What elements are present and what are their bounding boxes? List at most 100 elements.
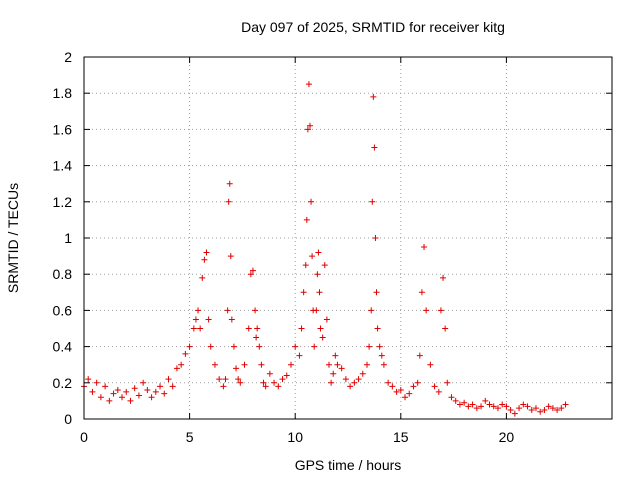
data-point — [317, 325, 324, 332]
data-point — [311, 343, 318, 350]
data-point — [558, 405, 565, 412]
data-point — [410, 383, 417, 390]
data-point — [283, 372, 290, 379]
data-point — [237, 379, 244, 386]
data-point — [287, 361, 294, 368]
data-point — [192, 316, 199, 323]
data-point — [140, 379, 147, 386]
data-point — [316, 289, 323, 296]
data-point — [195, 307, 202, 314]
data-point — [369, 198, 376, 205]
data-point — [511, 410, 518, 417]
axis-ticks — [83, 56, 612, 420]
data-point — [371, 144, 378, 151]
data-point — [247, 271, 254, 278]
data-point — [271, 379, 278, 386]
data-point — [486, 401, 493, 408]
data-point — [402, 394, 409, 401]
data-point — [325, 361, 332, 368]
data-point — [85, 376, 92, 383]
data-point — [461, 399, 468, 406]
data-point — [385, 379, 392, 386]
data-point — [465, 403, 472, 410]
data-point — [537, 408, 544, 415]
data-point — [370, 93, 377, 100]
data-point — [207, 343, 214, 350]
data-point — [444, 379, 451, 386]
data-point — [378, 352, 385, 359]
data-point — [211, 361, 218, 368]
data-point — [173, 365, 180, 372]
data-point — [373, 289, 380, 296]
data-point — [169, 383, 176, 390]
data-point — [228, 316, 235, 323]
data-point — [393, 388, 400, 395]
grid-lines — [84, 57, 612, 419]
data-point — [421, 244, 428, 251]
data-point — [355, 376, 362, 383]
data-point — [359, 370, 366, 377]
data-point — [364, 361, 371, 368]
data-point — [199, 274, 206, 281]
data-point — [266, 370, 273, 377]
data-point — [308, 198, 315, 205]
data-point — [110, 390, 117, 397]
data-point — [303, 216, 310, 223]
data-point — [532, 405, 539, 412]
data-point — [300, 289, 307, 296]
data-point — [524, 403, 531, 410]
chart-title: Day 097 of 2025, SRMTID for receiver kit… — [241, 19, 505, 35]
data-point — [469, 401, 476, 408]
data-point — [319, 334, 326, 341]
x-tick-label: 0 — [80, 429, 88, 445]
data-point — [182, 350, 189, 357]
data-point — [306, 122, 313, 129]
data-point — [448, 394, 455, 401]
data-point — [157, 383, 164, 390]
data-point — [440, 274, 447, 281]
data-point — [372, 235, 379, 241]
data-point — [262, 383, 269, 390]
y-tick-label: 1 — [64, 230, 72, 246]
y-tick-label: 1.8 — [53, 85, 73, 101]
data-point — [253, 334, 260, 341]
data-point — [482, 397, 489, 404]
data-point — [119, 394, 126, 401]
data-point — [235, 376, 242, 383]
data-point — [305, 81, 312, 88]
data-point — [541, 406, 548, 413]
data-point — [330, 370, 337, 377]
data-point — [201, 256, 208, 263]
data-point — [260, 379, 267, 386]
y-tick-label: 2 — [64, 49, 72, 65]
data-point — [233, 365, 240, 372]
data-point — [452, 397, 459, 404]
data-point — [127, 397, 134, 404]
data-point — [245, 325, 252, 332]
x-tick-label: 15 — [393, 429, 409, 445]
data-point — [494, 405, 501, 412]
x-axis-label: GPS time / hours — [295, 457, 402, 473]
y-tick-label: 0 — [64, 411, 72, 427]
x-tick-label: 5 — [186, 429, 194, 445]
data-point — [123, 388, 130, 395]
data-point — [366, 343, 373, 350]
data-point — [321, 262, 328, 269]
data-point — [427, 361, 434, 368]
data-point — [292, 343, 299, 350]
data-point — [197, 325, 204, 332]
data-point — [131, 385, 138, 392]
data-point — [314, 271, 321, 278]
data-point — [347, 383, 354, 390]
x-tick-labels: 0 5 10 15 20 — [80, 429, 514, 445]
data-point — [397, 387, 404, 394]
data-point — [89, 388, 96, 395]
data-point — [332, 352, 339, 359]
data-point — [304, 126, 311, 133]
data-point — [351, 379, 358, 386]
data-point — [414, 379, 421, 386]
y-tick-label: 0.4 — [53, 339, 73, 355]
data-point — [562, 401, 569, 408]
data-point — [165, 376, 172, 383]
